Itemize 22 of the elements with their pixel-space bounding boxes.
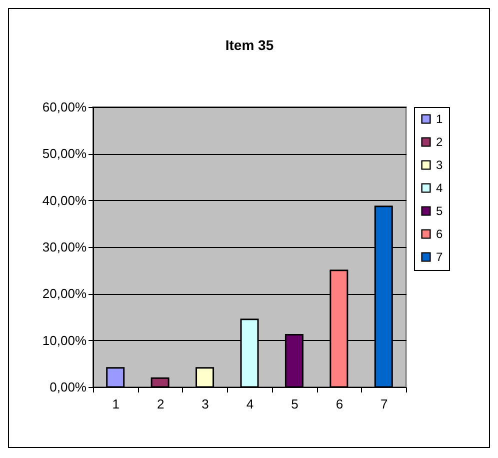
x-tick-label: 6 [336,396,344,412]
legend-label: 1 [436,112,443,126]
x-tick-label: 7 [380,396,388,412]
x-tick-label: 1 [112,396,120,412]
y-tick-label: 40,00% [42,192,87,208]
legend-label: 3 [436,158,443,172]
x-tick-label: 3 [202,396,209,412]
chart-title: Item 35 [225,37,274,53]
x-tick-label: 2 [156,396,164,412]
legend-label: 2 [436,135,443,149]
x-tick-label: 4 [246,396,254,412]
y-tick-label: 0,00% [50,380,87,394]
y-tick-label: 20,00% [42,286,87,302]
y-tick-label: 50,00% [42,146,87,162]
legend-label: 6 [436,227,443,241]
legend-label: 4 [436,181,443,195]
legend-label: 7 [436,250,443,264]
y-tick-label: 60,00% [42,100,87,114]
y-tick-label: 10,00% [42,332,87,348]
y-tick-label: 30,00% [42,240,87,254]
legend-label: 5 [436,204,443,218]
x-tick-label: 5 [291,396,298,412]
